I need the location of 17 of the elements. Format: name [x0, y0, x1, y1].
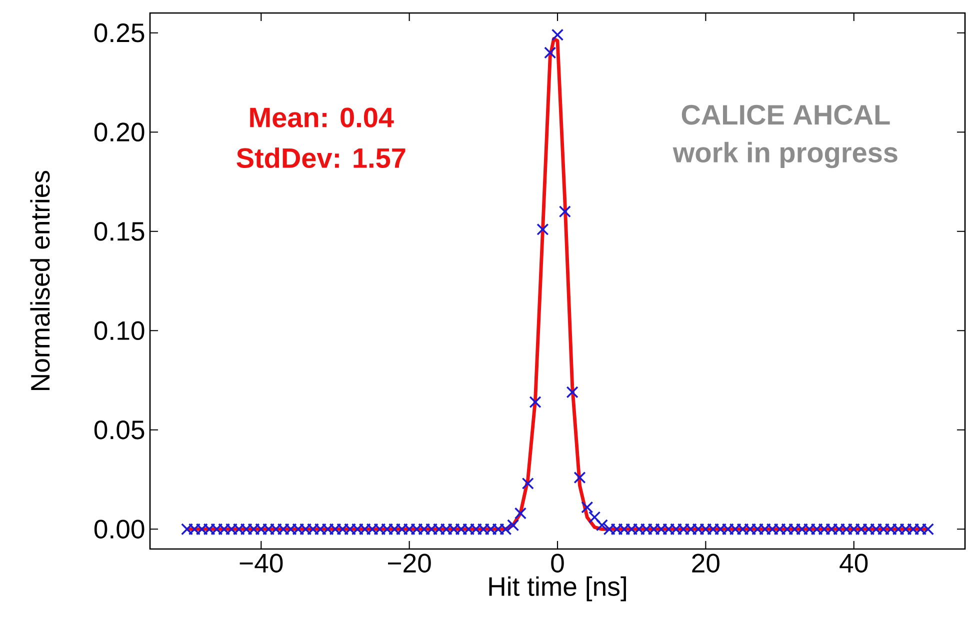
- y-tick-label: 0.15: [94, 222, 144, 241]
- y-axis-title: Normalised entries: [30, 170, 50, 390]
- y-tick-label: 0.05: [94, 420, 144, 440]
- x-tick-label: −20: [388, 554, 431, 573]
- x-tick-label: 20: [692, 554, 720, 573]
- annotation: CALICE AHCAL: [682, 104, 890, 125]
- annotation: Mean: 0.04: [250, 108, 394, 128]
- x-tick-label: 0: [551, 554, 564, 573]
- y-tick-label: 0.20: [94, 122, 144, 142]
- annotation: StdDev: 1.57: [236, 147, 406, 168]
- y-tick-label: 0.10: [94, 321, 144, 340]
- x-tick-label: 40: [840, 554, 868, 573]
- x-tick-label: −40: [240, 554, 283, 573]
- y-tick-label: 0.00: [94, 520, 144, 539]
- annotation: work in progress: [672, 142, 898, 168]
- x-axis-title: Hit time [ns]: [489, 576, 626, 602]
- y-tick-label: 0.25: [94, 23, 144, 42]
